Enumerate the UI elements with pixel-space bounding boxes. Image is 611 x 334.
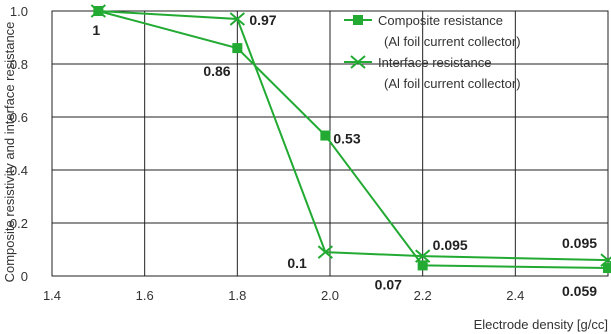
x-axis-label: Electrode density [g/cc] bbox=[474, 317, 608, 332]
data-label: 0.53 bbox=[333, 131, 360, 147]
data-labels: 1 0.86 0.53 0.07 0.059 0.97 0.1 0.095 0.095 bbox=[92, 12, 597, 299]
marker-square bbox=[320, 130, 331, 141]
plot-border bbox=[51, 10, 609, 277]
data-label: 0.059 bbox=[562, 283, 597, 299]
y-axis-ticks: 0 0.2 0.4 0.6 0.8 1.0 bbox=[10, 4, 28, 284]
data-label: 0.1 bbox=[287, 255, 307, 271]
legend: Composite resistance (Al foil current col… bbox=[344, 13, 521, 91]
x-tick-label: 2.2 bbox=[414, 288, 432, 303]
y-tick-label: 0.4 bbox=[10, 163, 28, 178]
plot-frame bbox=[51, 10, 609, 277]
data-label: 1 bbox=[92, 22, 100, 38]
marker-x bbox=[229, 12, 245, 26]
legend-entry-subtitle: (Al foil current collector) bbox=[384, 76, 521, 91]
marker-square bbox=[232, 43, 243, 54]
grid bbox=[51, 10, 608, 277]
marker-x-stroke bbox=[229, 12, 245, 26]
x-tick-label: 2.0 bbox=[321, 288, 339, 303]
marker-x-stroke bbox=[415, 249, 431, 263]
legend-entry: Interface resistance bbox=[378, 55, 491, 70]
y-tick-label: 0.8 bbox=[10, 57, 28, 72]
legend-marker-x-stroke bbox=[350, 55, 366, 69]
y-tick-label: 1.0 bbox=[10, 4, 28, 19]
marker-x bbox=[317, 245, 334, 259]
marker-x-stroke bbox=[90, 4, 106, 18]
y-axis-label: Composite resistivity and interface resi… bbox=[2, 22, 17, 283]
x-tick-label: 2.4 bbox=[506, 288, 524, 303]
y-tick-label: 0.6 bbox=[10, 110, 28, 125]
x-axis-ticks: 1.4 1.6 1.8 2.0 2.2 2.4 bbox=[43, 288, 524, 303]
data-label: 0.97 bbox=[249, 12, 276, 28]
marker-square bbox=[417, 260, 428, 271]
x-tick-label: 1.8 bbox=[228, 288, 246, 303]
x-tick-label: 1.6 bbox=[136, 288, 154, 303]
y-tick-label: 0 bbox=[21, 269, 28, 284]
data-label: 0.86 bbox=[203, 63, 230, 79]
y-tick-label: 0.2 bbox=[10, 216, 28, 231]
legend-entry-subtitle: (Al foil current collector) bbox=[384, 34, 521, 49]
marker-x bbox=[415, 249, 431, 263]
data-label: 0.095 bbox=[433, 237, 468, 253]
marker-x bbox=[90, 4, 106, 18]
marker-x-stroke bbox=[600, 256, 611, 267]
marker-square bbox=[603, 263, 611, 274]
marker-x-stroke bbox=[317, 245, 334, 259]
legend-marker-square bbox=[353, 15, 363, 25]
data-label: 0.095 bbox=[562, 235, 597, 251]
marker-x bbox=[600, 253, 611, 267]
data-label: 0.07 bbox=[375, 276, 402, 292]
legend-entry: Composite resistance bbox=[378, 13, 503, 28]
x-tick-label: 1.4 bbox=[43, 288, 61, 303]
series-markers bbox=[90, 4, 611, 274]
legend-marker-x bbox=[350, 55, 366, 69]
